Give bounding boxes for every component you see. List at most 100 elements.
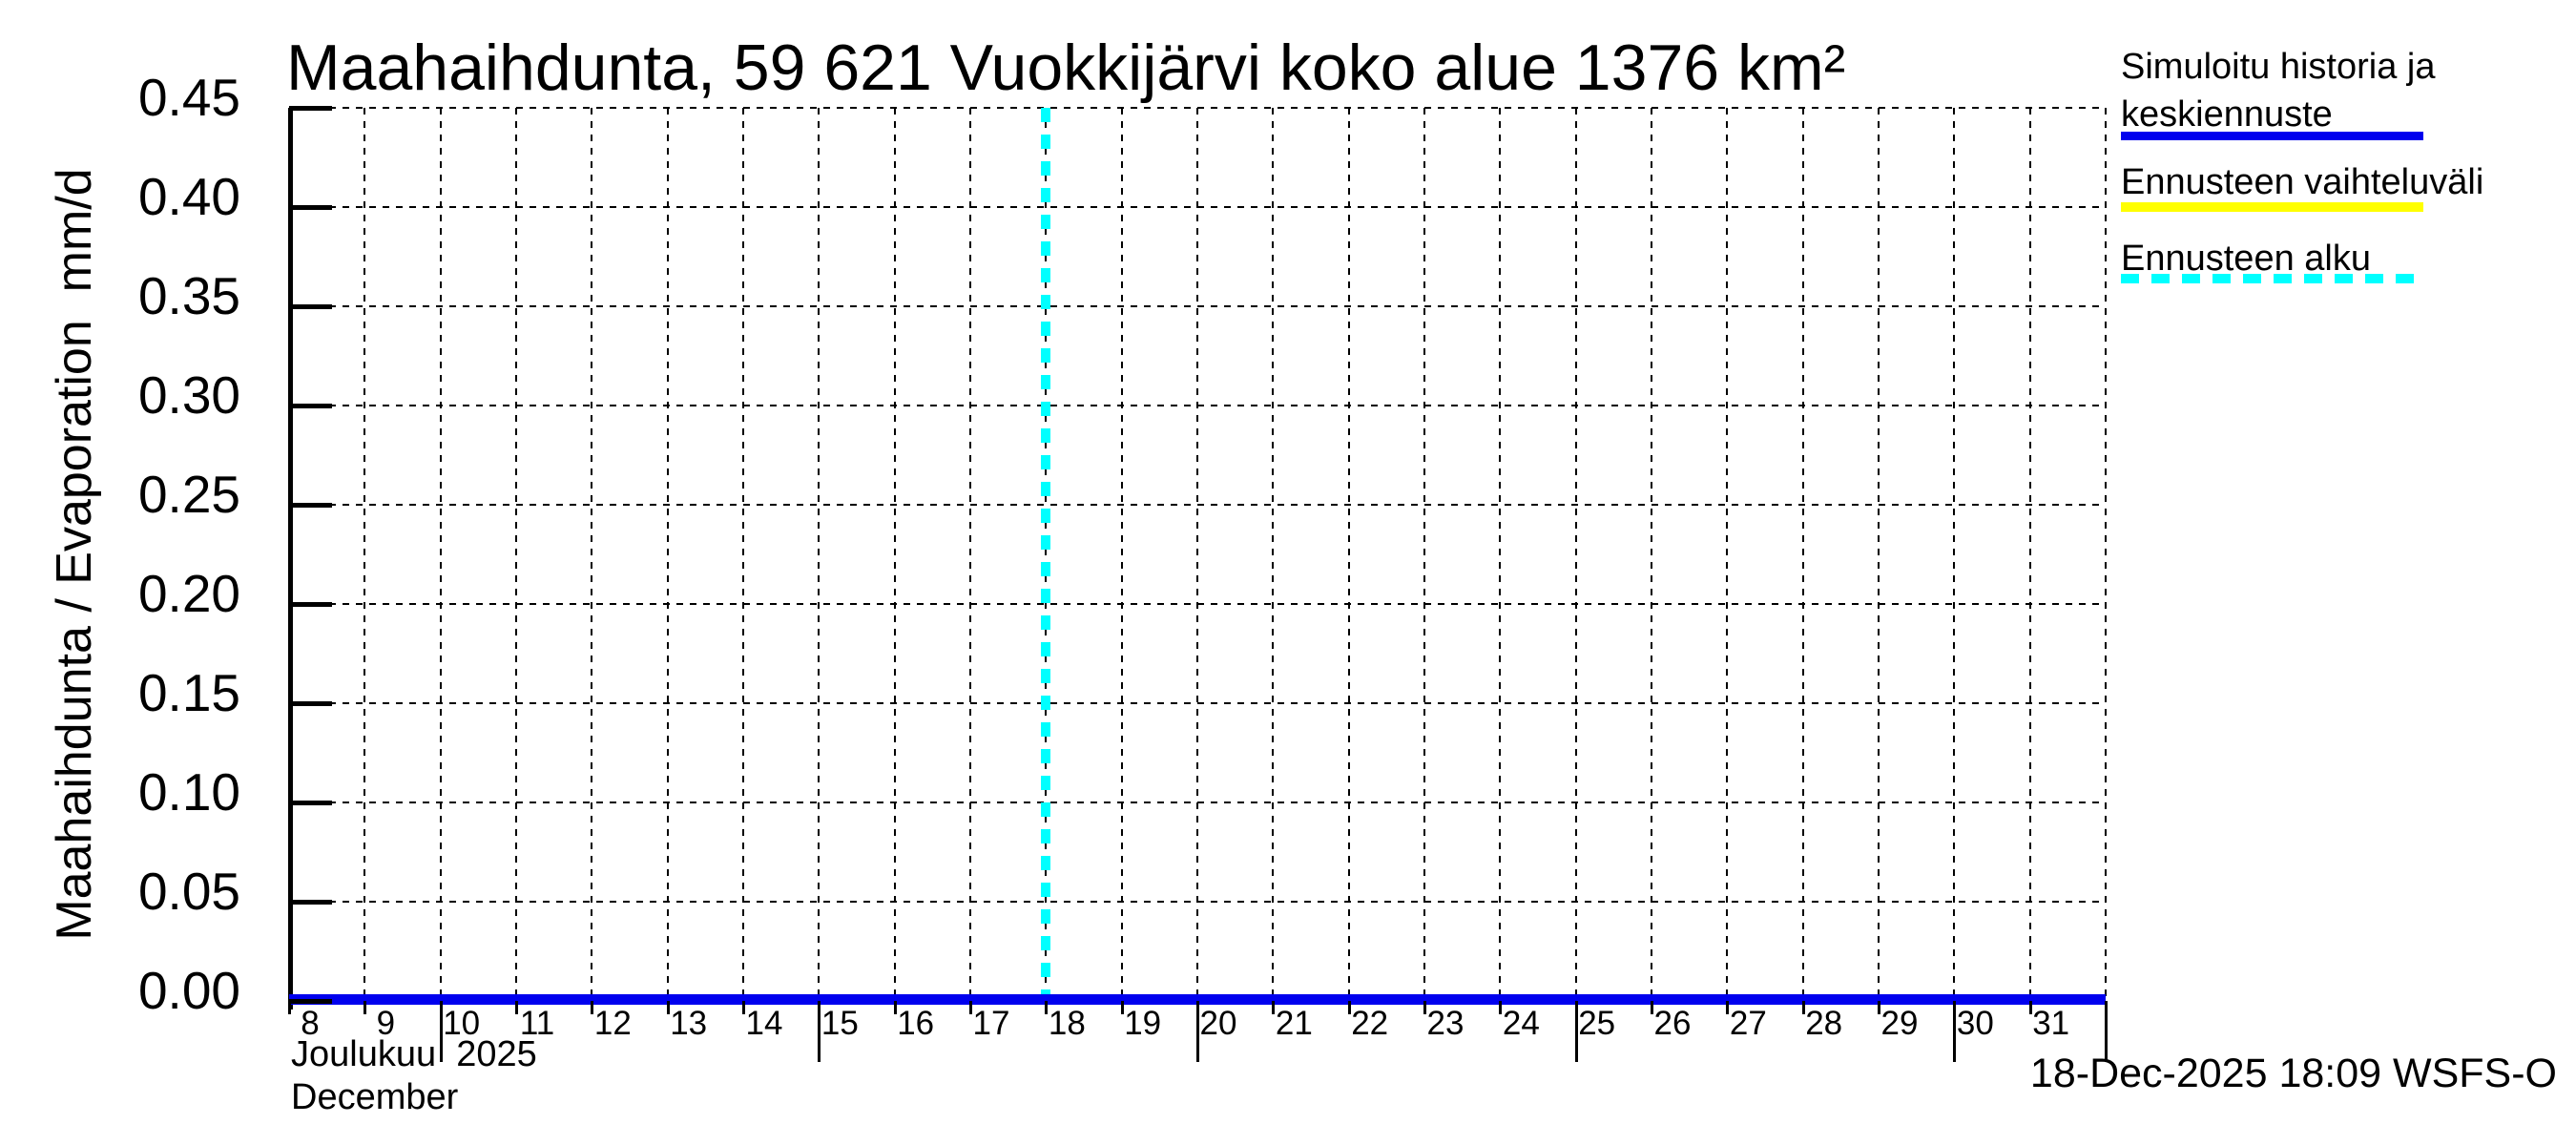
x-tick-label: 29: [1880, 1005, 1919, 1042]
x-tick-label: 14: [745, 1005, 783, 1042]
x-minor-tick-mark: [1120, 1001, 1124, 1014]
legend-item-label-line: Ennusteen alku: [2121, 239, 2371, 279]
v-gridline: [2105, 108, 2107, 1001]
y-tick-mark: [289, 801, 332, 805]
x-tick-label: 30: [1956, 1005, 1994, 1042]
x-tick-label: 27: [1729, 1005, 1767, 1042]
x-minor-tick-mark: [1272, 1001, 1276, 1014]
v-gridline: [893, 108, 896, 1001]
v-gridline: [1347, 108, 1350, 1001]
x-tick-label: 15: [821, 1005, 859, 1042]
v-gridline: [591, 108, 593, 1001]
v-gridline: [515, 108, 517, 1001]
x-tick-label: 23: [1426, 1005, 1465, 1042]
legend-item-label-line: keskiennuste: [2121, 94, 2333, 135]
v-gridline: [1651, 108, 1652, 1001]
y-tick-label: 0.35: [137, 266, 240, 325]
x-tick-label: 26: [1653, 1005, 1692, 1042]
x-tick-label: 25: [1578, 1005, 1616, 1042]
x-major-tick-mark: [818, 1001, 821, 1062]
v-gridline: [1574, 108, 1577, 1001]
x-minor-tick-mark: [1726, 1001, 1730, 1014]
x-minor-tick-mark: [288, 1001, 291, 1014]
v-gridline: [969, 108, 971, 1001]
x-minor-tick-mark: [969, 1001, 972, 1014]
x-minor-tick-mark: [515, 1001, 518, 1014]
v-gridline: [1196, 108, 1198, 1001]
y-tick-mark: [289, 701, 332, 706]
x-axis-month-label-fi: Joulukuu 2025: [291, 1034, 537, 1074]
x-tick-label: 16: [897, 1005, 935, 1042]
legend-swatch-dashed: [2121, 274, 2423, 283]
x-tick-label: 28: [1805, 1005, 1843, 1042]
v-gridline: [1726, 108, 1729, 1001]
x-tick-label: 18: [1048, 1005, 1086, 1042]
y-tick-mark: [289, 404, 332, 408]
x-tick-label: 21: [1275, 1005, 1313, 1042]
legend-swatch-solid: [2121, 202, 2423, 212]
x-minor-tick-mark: [2028, 1001, 2032, 1014]
history-mean-forecast-line: [289, 994, 2106, 1005]
x-tick-label: 22: [1351, 1005, 1389, 1042]
v-gridline: [742, 108, 744, 1001]
v-gridline: [1272, 108, 1275, 1001]
legend-item-label: Simuloitu historia ja keskiennuste: [2121, 43, 2435, 138]
x-tick-label: 31: [2032, 1005, 2070, 1042]
y-tick-label: 0.15: [137, 663, 240, 722]
v-gridline: [1120, 108, 1123, 1001]
x-tick-label: 19: [1124, 1005, 1162, 1042]
v-gridline: [2028, 108, 2031, 1001]
x-major-tick-mark: [1574, 1001, 1578, 1062]
forecast-start-line: [1041, 108, 1051, 1001]
y-tick-label: 0.10: [137, 762, 240, 822]
x-minor-tick-mark: [1801, 1001, 1805, 1014]
y-tick-mark: [289, 205, 332, 210]
x-major-tick-mark: [1196, 1001, 1199, 1062]
y-tick-mark: [289, 602, 332, 607]
x-minor-tick-mark: [1651, 1001, 1653, 1014]
y-tick-mark: [289, 106, 332, 111]
y-tick-label: 0.45: [137, 68, 240, 127]
legend-item-label: Ennusteen vaihteluväli: [2121, 158, 2483, 206]
y-tick-mark: [289, 999, 332, 1004]
x-tick-label: 9: [376, 1005, 396, 1042]
x-major-tick-mark: [439, 1001, 443, 1062]
v-gridline: [439, 108, 442, 1001]
x-minor-tick-mark: [666, 1001, 670, 1014]
x-major-tick-mark: [2105, 1001, 2108, 1062]
y-tick-label: 0.25: [137, 465, 240, 524]
y-tick-label: 0.40: [137, 167, 240, 226]
x-minor-tick-mark: [1347, 1001, 1351, 1014]
legend-swatch-solid: [2121, 132, 2423, 140]
y-tick-mark: [289, 900, 332, 905]
v-gridline: [1878, 108, 1880, 1001]
y-tick-label: 0.05: [137, 862, 240, 921]
x-axis-month-label-en: December: [291, 1077, 459, 1117]
legend-item-label-line: Simuloitu historia ja: [2121, 47, 2436, 87]
timestamp: 18-Dec-2025 18:09 WSFS-O: [2029, 1051, 2557, 1096]
x-tick-label: 20: [1199, 1005, 1237, 1042]
v-gridline: [666, 108, 669, 1001]
y-tick-mark: [289, 503, 332, 508]
x-minor-tick-mark: [1878, 1001, 1880, 1014]
y-tick-mark: [289, 304, 332, 309]
legend-item-label-line: Ennusteen vaihteluväli: [2121, 162, 2484, 202]
legend-item-label: Ennusteen alku: [2121, 235, 2371, 282]
x-minor-tick-mark: [1499, 1001, 1503, 1014]
x-tick-label: 24: [1502, 1005, 1540, 1042]
x-tick-label: 13: [670, 1005, 708, 1042]
x-minor-tick-mark: [1045, 1001, 1049, 1014]
y-axis-line: [288, 108, 293, 1010]
x-minor-tick-mark: [742, 1001, 745, 1014]
y-tick-label: 0.30: [137, 365, 240, 425]
v-gridline: [1801, 108, 1804, 1001]
x-minor-tick-mark: [364, 1001, 367, 1014]
v-gridline: [364, 108, 366, 1001]
x-major-tick-mark: [1953, 1001, 1957, 1062]
y-tick-label: 0.20: [137, 564, 240, 623]
x-tick-label: 8: [301, 1005, 320, 1042]
v-gridline: [1423, 108, 1425, 1001]
v-gridline: [818, 108, 821, 1001]
x-tick-label: 12: [593, 1005, 632, 1042]
